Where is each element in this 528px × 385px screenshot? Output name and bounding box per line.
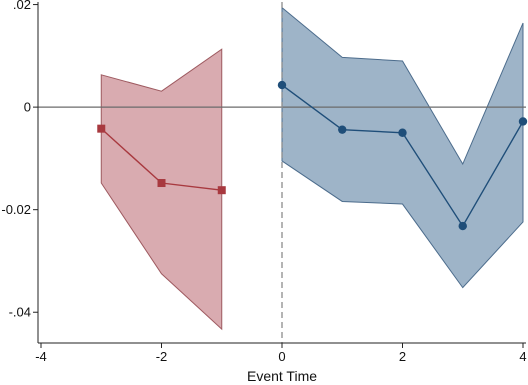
data-point-series-2 bbox=[518, 117, 528, 126]
y-tick-label: -.04 bbox=[9, 305, 31, 320]
data-point-series-1 bbox=[157, 179, 166, 188]
data-point-series-2 bbox=[458, 221, 467, 231]
y-tick-label: 0 bbox=[24, 100, 31, 115]
axis-ticks: -4 -2 0 2 4 .02 0 -0.02 -.04 bbox=[1, 0, 526, 364]
x-tick-label: -4 bbox=[35, 349, 47, 364]
x-axis-title: Event Time bbox=[247, 368, 317, 384]
x-tick-label: 4 bbox=[519, 349, 526, 364]
x-tick-label: -2 bbox=[156, 349, 168, 364]
confidence-band-series-1 bbox=[100, 48, 223, 331]
x-tick-label: 2 bbox=[399, 349, 406, 364]
series-points bbox=[97, 80, 528, 231]
confidence-bands bbox=[100, 6, 524, 331]
data-point-series-2 bbox=[277, 80, 287, 90]
data-point-series-2 bbox=[398, 128, 407, 137]
x-tick-label: 0 bbox=[278, 349, 285, 364]
data-point-series-1 bbox=[97, 124, 106, 133]
confidence-band-series-2 bbox=[281, 6, 524, 289]
y-tick-label: -0.02 bbox=[1, 202, 31, 217]
reference-lines bbox=[38, 2, 526, 343]
y-tick-label: .02 bbox=[13, 0, 31, 12]
data-point-series-1 bbox=[217, 186, 226, 195]
data-point-series-2 bbox=[338, 125, 347, 134]
